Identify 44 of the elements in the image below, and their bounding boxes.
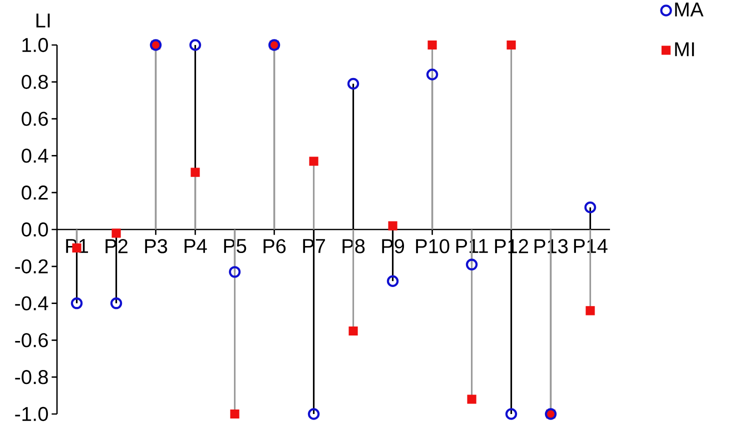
point [466, 258, 478, 270]
point [388, 221, 398, 230]
y-axis-title: LI [36, 14, 50, 28]
point [428, 40, 437, 50]
y-tick-label: -0.4 [15, 296, 48, 310]
x-tick-label: P5 [224, 239, 246, 254]
y-tick-label: 0.0 [22, 222, 48, 237]
y-tick-label: -1.0 [15, 406, 48, 422]
x-tick-label: P8 [342, 239, 365, 254]
point [586, 306, 595, 316]
y-tick-label: 0.2 [22, 186, 48, 200]
point [189, 39, 202, 51]
y-tick-label: -0.8 [15, 370, 48, 384]
point [309, 156, 318, 166]
legend-label: MI [675, 42, 694, 56]
point [190, 168, 200, 177]
y-tick-label: 0.8 [22, 74, 48, 89]
y-tick-label: 0.6 [22, 112, 48, 126]
point [584, 201, 596, 214]
point [308, 408, 320, 420]
point [70, 297, 83, 310]
x-tick-label: P4 [184, 239, 207, 253]
point [506, 40, 516, 50]
y-tick-label: 1.0 [22, 38, 48, 52]
point [386, 275, 399, 288]
point [467, 394, 476, 404]
y-tick-label: -0.2 [15, 259, 48, 274]
point [426, 68, 438, 80]
x-tick-label: P10 [416, 239, 450, 254]
point [347, 78, 360, 90]
x-tick-label: P14 [574, 239, 608, 253]
point [228, 266, 241, 278]
x-tick-label: P3 [145, 239, 168, 254]
point [505, 408, 518, 420]
y-tick-label: -0.6 [15, 333, 48, 348]
point [110, 297, 122, 310]
point [348, 326, 358, 336]
x-tick-label: P13 [534, 239, 568, 254]
point [112, 228, 121, 238]
legend-label: MA [675, 2, 704, 16]
point [230, 409, 240, 419]
y-tick-label: 0.4 [22, 148, 48, 163]
x-tick-label: P6 [264, 239, 286, 254]
x-tick-label: P11 [456, 239, 488, 253]
